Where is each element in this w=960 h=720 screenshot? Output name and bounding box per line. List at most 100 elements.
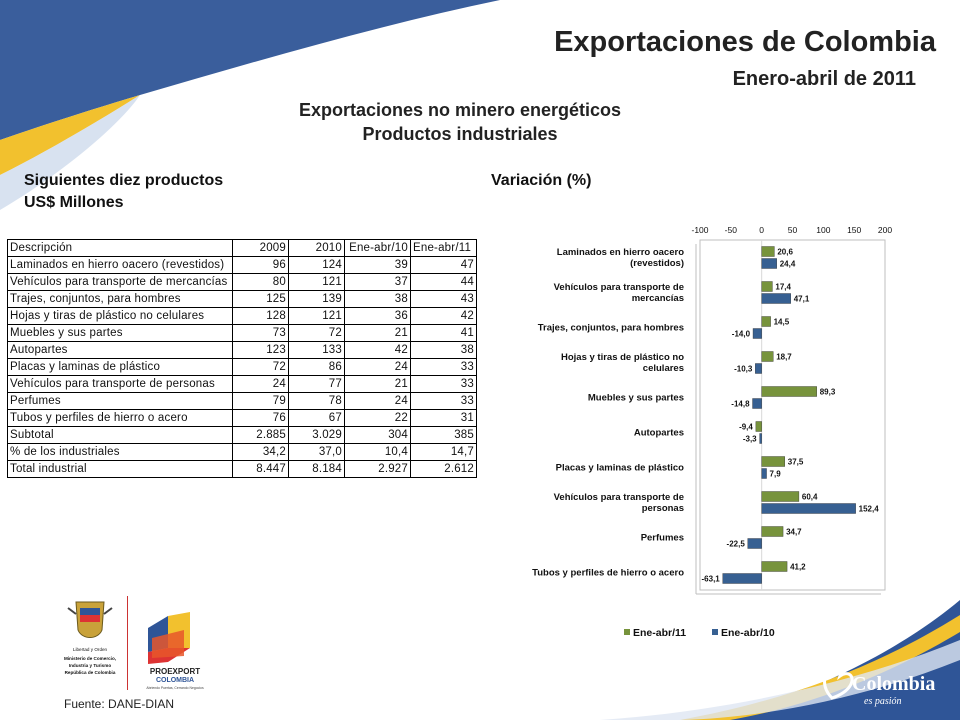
proexport-text: COLOMBIA <box>156 677 194 684</box>
table-cell: 73 <box>232 324 289 342</box>
table-cell: 39 <box>344 256 411 274</box>
table-cell: 125 <box>232 290 289 308</box>
table-cell: Muebles y sus partes <box>7 324 233 342</box>
table-cell: 304 <box>344 426 411 444</box>
source-note: Fuente: DANE-DIAN <box>64 697 175 711</box>
variation-bar-chart: -100 -50 0 50 100 150 200 Laminados en hierro o… <box>532 225 892 639</box>
table-cell: 33 <box>410 375 477 393</box>
table-cell: 78 <box>288 392 345 410</box>
table-cell: 33 <box>410 392 477 410</box>
bar-eneabr10 <box>752 328 762 339</box>
data-label: -22,5 <box>727 540 746 549</box>
table-cell: 2.885 <box>232 426 289 444</box>
table-cell: 36 <box>344 307 411 325</box>
colombia-brand-text: Colombia <box>852 673 935 695</box>
table-cell: 76 <box>232 409 289 427</box>
table-row: Hojas y tiras de plástico no celulares 1… <box>7 307 477 325</box>
table-cell: 86 <box>288 358 345 376</box>
table-cell: Total industrial <box>7 460 233 478</box>
column-header: 2010 <box>288 239 345 257</box>
x-tick-label: 150 <box>847 225 861 235</box>
mincit-text: Libertad y Orden <box>73 647 108 652</box>
table-cell: 31 <box>410 409 477 427</box>
x-tick-label: 0 <box>759 225 764 235</box>
table-row: Vehículos para transporte de personas 24… <box>7 375 477 393</box>
table-subtotal-row: Subtotal 2.885 3.029 304 385 <box>7 426 477 444</box>
x-tick-label: 50 <box>788 225 798 235</box>
category-label: Hojas y tiras de plástico no <box>561 352 684 363</box>
table-cell: Laminados en hierro oacero (revestidos) <box>7 256 233 274</box>
bar-eneabr10 <box>761 503 856 514</box>
category-label: Perfumes <box>641 533 684 544</box>
bar-eneabr11 <box>761 386 817 397</box>
section-title-1: Exportaciones no minero energéticos <box>298 100 622 120</box>
table-cell: Tubos y perfiles de hierro o acero <box>7 409 233 427</box>
table-cell: Subtotal <box>7 426 233 444</box>
column-header: 2009 <box>232 239 289 257</box>
x-tick-label: 200 <box>878 225 892 235</box>
data-label: 7,9 <box>770 470 782 479</box>
bar-eneabr10 <box>752 398 762 409</box>
bar-eneabr11 <box>761 246 775 257</box>
data-label: -63,1 <box>702 575 721 584</box>
bar-eneabr10 <box>761 293 791 304</box>
data-label: 24,4 <box>780 260 796 269</box>
table-cell: 14,7 <box>410 443 477 461</box>
data-label: -9,4 <box>739 423 753 432</box>
bar-eneabr10 <box>761 258 777 269</box>
table-row: Perfumes 79 78 24 33 <box>7 392 477 410</box>
exports-table: Descripción 2009 2010 Ene-abr/10 Ene-abr… <box>7 239 477 478</box>
colombia-brand-logo: Colombia es pasión <box>823 665 935 707</box>
table-cell: 96 <box>232 256 289 274</box>
data-label: 41,2 <box>790 563 806 572</box>
page-subtitle: Enero-abril de 2011 <box>732 68 916 90</box>
legend-swatch <box>624 629 630 635</box>
bar-eneabr11 <box>761 456 785 467</box>
table-cell: Vehículos para transporte de personas <box>7 375 233 393</box>
table-cell: % de los industriales <box>7 443 233 461</box>
table-share-row: % de los industriales 34,2 37,0 10,4 14,… <box>7 443 477 461</box>
data-label: -14,0 <box>732 330 751 339</box>
column-header: Ene-abr/11 <box>410 239 477 257</box>
table-cell: 3.029 <box>288 426 345 444</box>
logo-divider <box>127 596 128 690</box>
table-row: Laminados en hierro oacero (revestidos) … <box>7 256 477 274</box>
colombia-brand-tagline: es pasión <box>864 696 902 707</box>
table-cell: 133 <box>288 341 345 359</box>
legend-label: Ene-abr/11 <box>633 627 686 639</box>
data-label: 20,6 <box>777 248 793 257</box>
data-label: 18,7 <box>776 353 792 362</box>
table-cell: 43 <box>410 290 477 308</box>
bar-eneabr10 <box>755 363 762 374</box>
table-row: Vehículos para transporte de mercancías … <box>7 273 477 291</box>
data-label: 47,1 <box>794 295 810 304</box>
legend-swatch <box>712 629 718 635</box>
bar-eneabr11 <box>761 526 784 537</box>
table-cell: 124 <box>288 256 345 274</box>
table-cell: 47 <box>410 256 477 274</box>
table-total-row: Total industrial 8.447 8.184 2.927 2.612 <box>7 460 477 478</box>
data-label: 37,5 <box>788 458 804 467</box>
column-header: Descripción <box>7 239 233 257</box>
data-label: -14,8 <box>731 400 750 409</box>
category-label: Tubos y perfiles de hierro o acero <box>532 568 684 579</box>
table-cell: 37 <box>344 273 411 291</box>
table-cell: 42 <box>410 307 477 325</box>
table-cell: 128 <box>232 307 289 325</box>
table-row: Autopartes 123 133 42 38 <box>7 341 477 359</box>
table-cell: 34,2 <box>232 443 289 461</box>
category-label: (revestidos) <box>630 258 684 269</box>
table-heading: Siguientes diez productos <box>24 172 224 189</box>
table-cell: 8.184 <box>288 460 345 478</box>
table-row: Placas y laminas de plástico 72 86 24 33 <box>7 358 477 376</box>
mincit-logo: Libertad y Orden Ministerio de Comercio,… <box>64 601 116 675</box>
column-header: Ene-abr/10 <box>344 239 411 257</box>
table-cell: 72 <box>232 358 289 376</box>
category-label: Muebles y sus partes <box>588 393 684 404</box>
table-cell: Hojas y tiras de plástico no celulares <box>7 307 233 325</box>
table-row: Trajes, conjuntos, para hombres 125 139 … <box>7 290 477 308</box>
mincit-text: Ministerio de Comercio, <box>64 656 116 661</box>
plot-area <box>699 239 886 591</box>
table-cell: 139 <box>288 290 345 308</box>
table-row: Muebles y sus partes 73 72 21 41 <box>7 324 477 342</box>
